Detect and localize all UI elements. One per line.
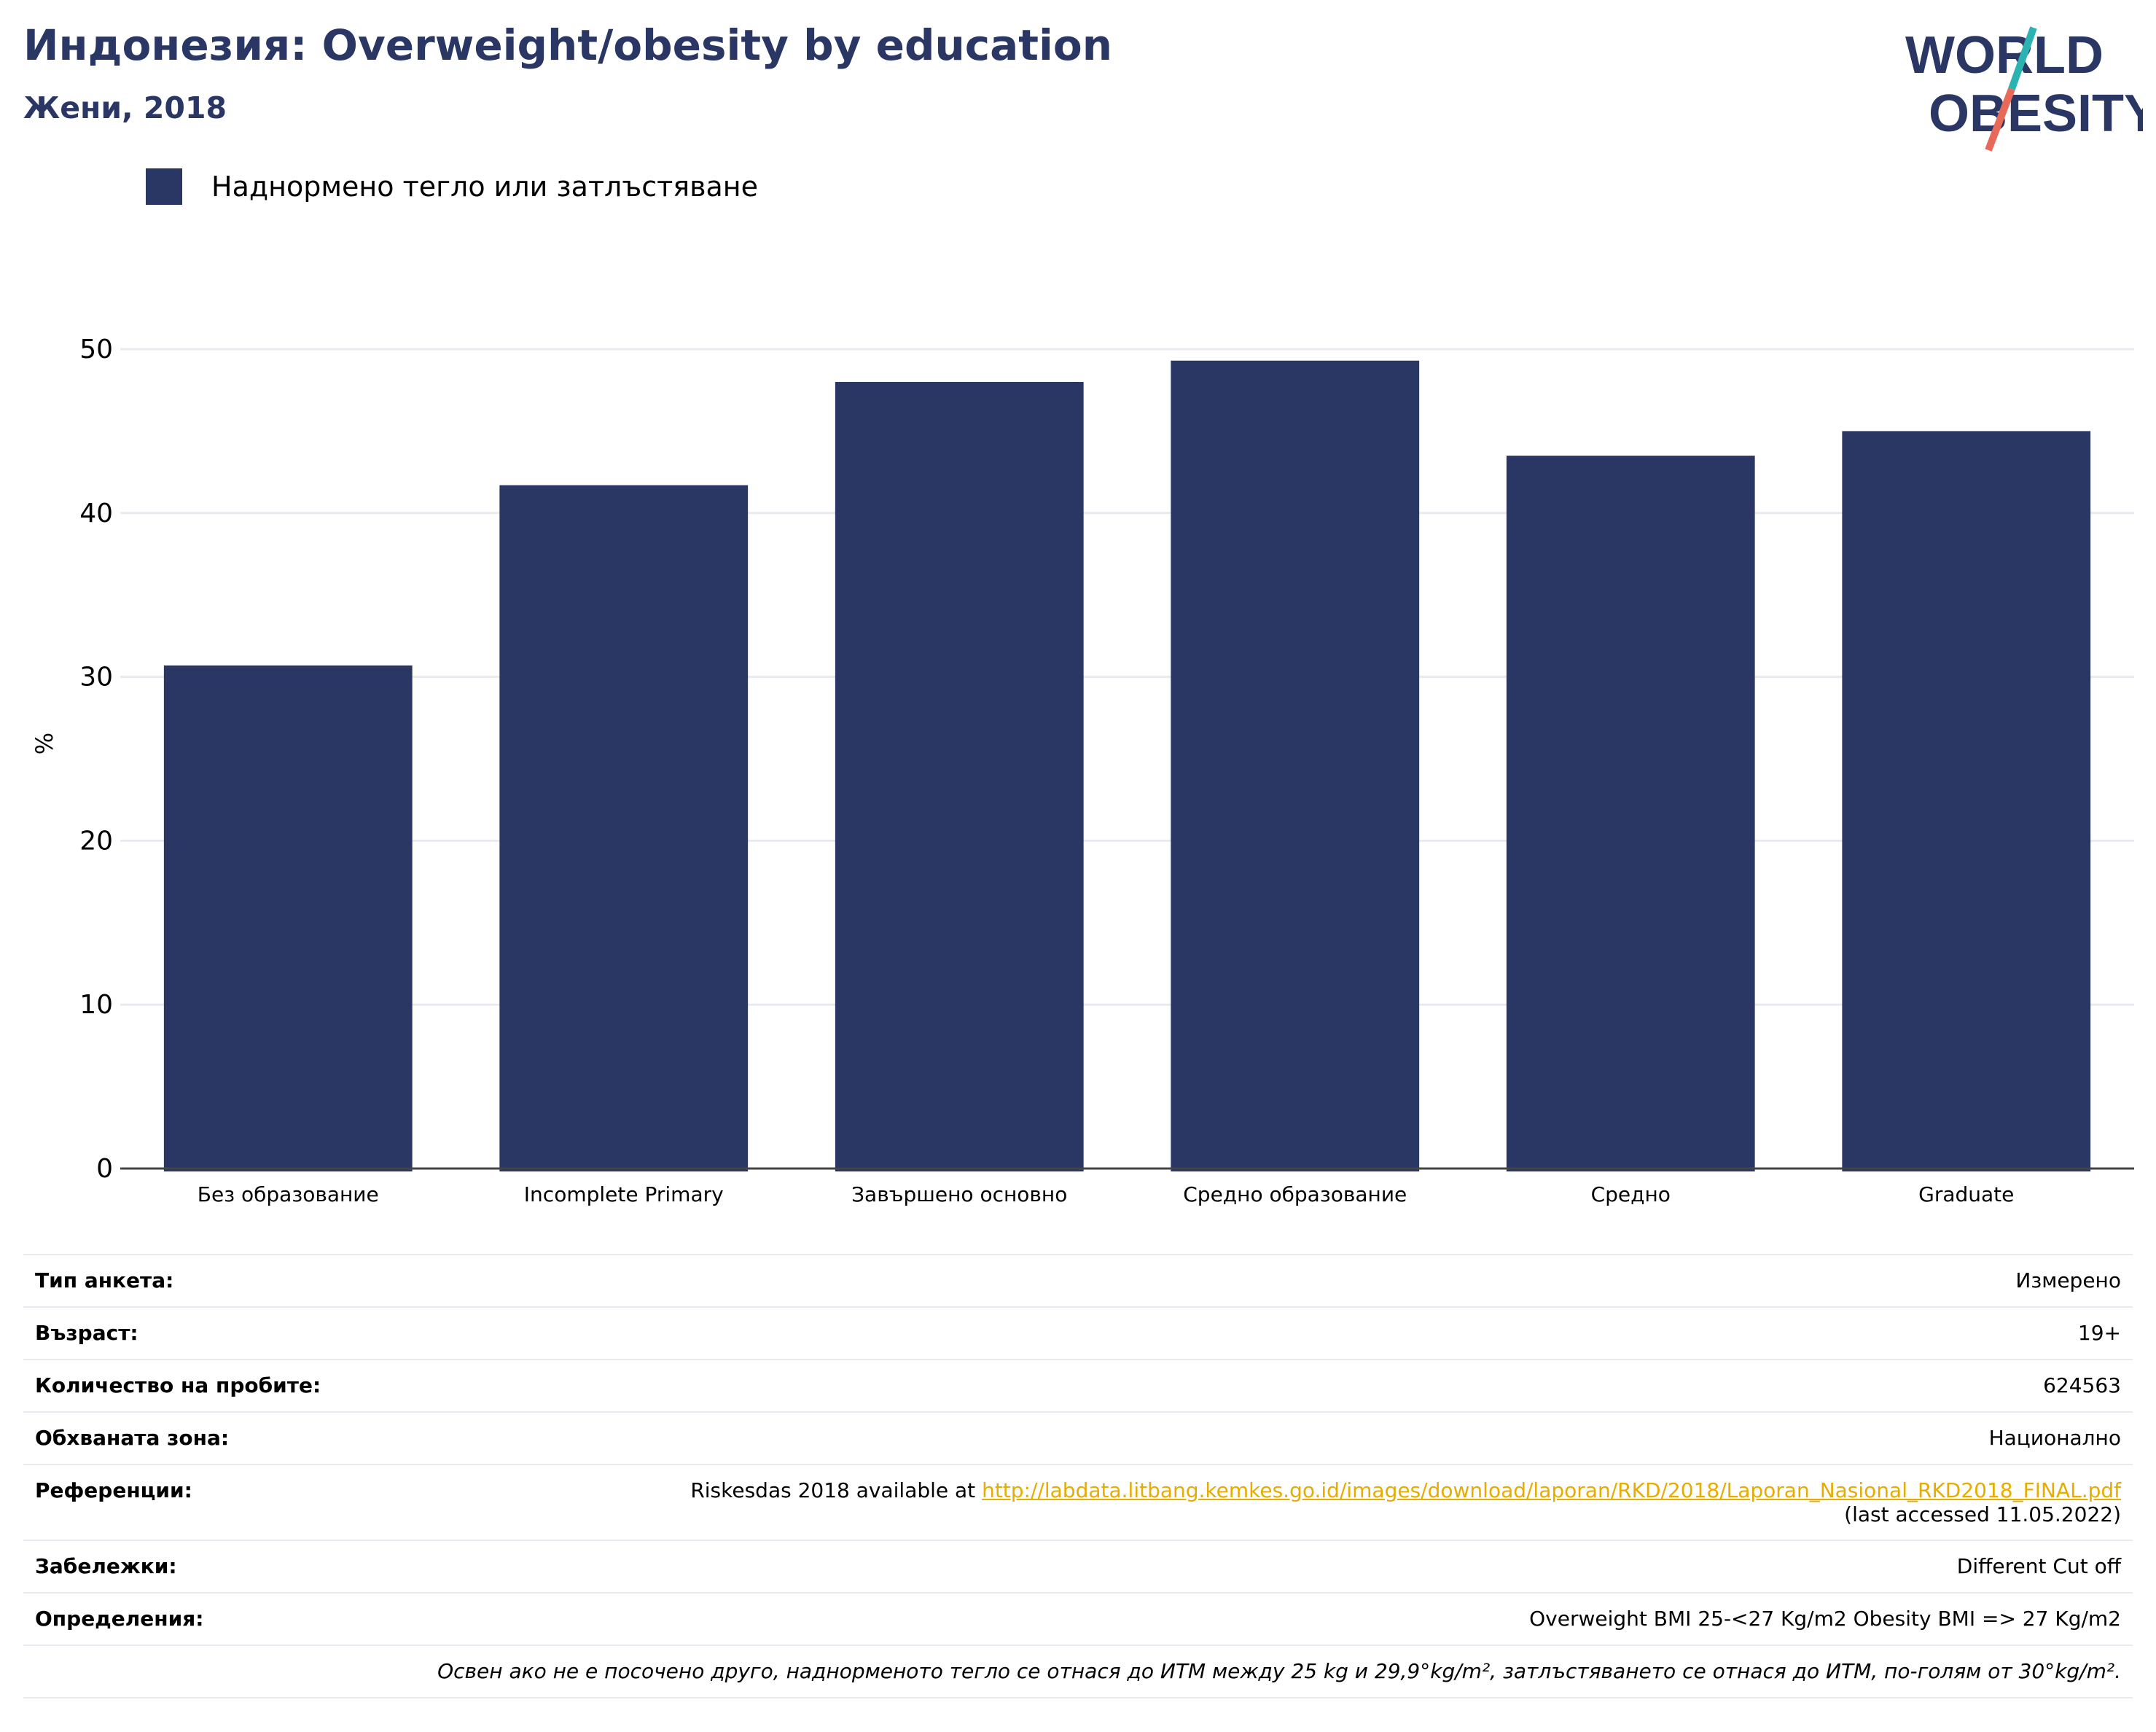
info-row-sample-size: Количество на пробите: 624563 (23, 1360, 2133, 1413)
logo-line1: WORLD (1905, 26, 2104, 85)
y-tick-label: 30 (79, 663, 113, 693)
info-value: Overweight BMI 25-<27 Kg/m2 Obesity BMI … (1529, 1607, 2121, 1631)
info-label: Количество на пробите: (35, 1373, 321, 1397)
bar (499, 485, 749, 1171)
legend-label: Наднормено тегло или затлъстяване (211, 171, 758, 203)
bar (1171, 360, 1420, 1172)
chart-legend: Наднормено тегло или затлъстяване (146, 166, 758, 207)
legend-swatch (146, 168, 182, 205)
y-axis-label: % (31, 733, 58, 754)
x-tick-label: Без образование (198, 1182, 379, 1206)
grid-lines (120, 348, 2134, 1006)
info-label: Забележки: (35, 1554, 177, 1578)
x-tick-label: Incomplete Primary (524, 1182, 724, 1206)
info-label: Тип анкета: (35, 1268, 174, 1292)
axes: 0 10 20 30 40 50 Без образование Incomplete Pri… (79, 335, 2134, 1206)
info-row-age: Възраст: 19+ (23, 1308, 2133, 1360)
bars (163, 360, 2091, 1172)
footnote-text: Освен ако не е посочено друго, наднормен… (437, 1659, 2121, 1683)
info-value: 19+ (2077, 1321, 2121, 1345)
x-tick-label: Средно (1591, 1182, 1671, 1206)
info-row-area: Обхваната зона: Национално (23, 1413, 2133, 1465)
x-tick-label: Средно образование (1183, 1182, 1407, 1206)
info-row-footnote: Освен ако не е посочено друго, наднормен… (23, 1646, 2133, 1698)
bar (1842, 431, 2091, 1171)
y-tick-label: 10 (79, 990, 113, 1020)
logo-slash-red (1985, 87, 2015, 152)
bar-chart: 0 10 20 30 40 50 Без образование Incomplete Pri… (31, 335, 2134, 1206)
info-table: Тип анкета: Измерено Възраст: 19+ Количе… (23, 1254, 2133, 1698)
bar (163, 665, 413, 1171)
reference-suffix: (last accessed 11.05.2022) (1844, 1502, 2121, 1526)
info-row-definitions: Определения: Overweight BMI 25-<27 Kg/m2… (23, 1593, 2133, 1646)
info-value: Different Cut off (1956, 1554, 2121, 1578)
info-label: Обхваната зона: (35, 1426, 230, 1450)
info-label: Определения: (35, 1607, 204, 1631)
info-label: Референции: (35, 1478, 192, 1502)
x-tick-label: Graduate (1918, 1182, 2014, 1206)
info-row-notes: Забележки: Different Cut off (23, 1541, 2133, 1593)
info-label: Възраст: (35, 1321, 138, 1345)
info-value: Riskesdas 2018 available at http://labda… (690, 1478, 2121, 1526)
reference-link[interactable]: http://labdata.litbang.kemkes.go.id/imag… (982, 1478, 2121, 1502)
world-obesity-logo: WORLD OBESITY (1905, 26, 2143, 152)
bar (1506, 456, 1755, 1171)
chart-subtitle: Жени, 2018 (23, 90, 227, 125)
info-row-survey-type: Тип анкета: Измерено (23, 1255, 2133, 1308)
x-tick-label: Завършено основно (851, 1182, 1067, 1206)
logo-slash-teal (2008, 26, 2037, 90)
chart-title: Индонезия: Overweight/obesity by educati… (23, 20, 1113, 70)
info-row-references: Референции: Riskesdas 2018 available at … (23, 1465, 2133, 1541)
info-value: Национално (1988, 1426, 2121, 1450)
info-value: 624563 (2043, 1373, 2121, 1397)
y-tick-label: 20 (79, 826, 113, 856)
y-tick-label: 40 (79, 499, 113, 528)
reference-prefix: Riskesdas 2018 available at (690, 1478, 983, 1502)
y-tick-label: 50 (79, 335, 113, 364)
bar (835, 381, 1084, 1172)
logo-line2: OBESITY (1929, 85, 2143, 143)
y-tick-label: 0 (96, 1154, 113, 1184)
info-value: Измерено (2015, 1268, 2121, 1292)
